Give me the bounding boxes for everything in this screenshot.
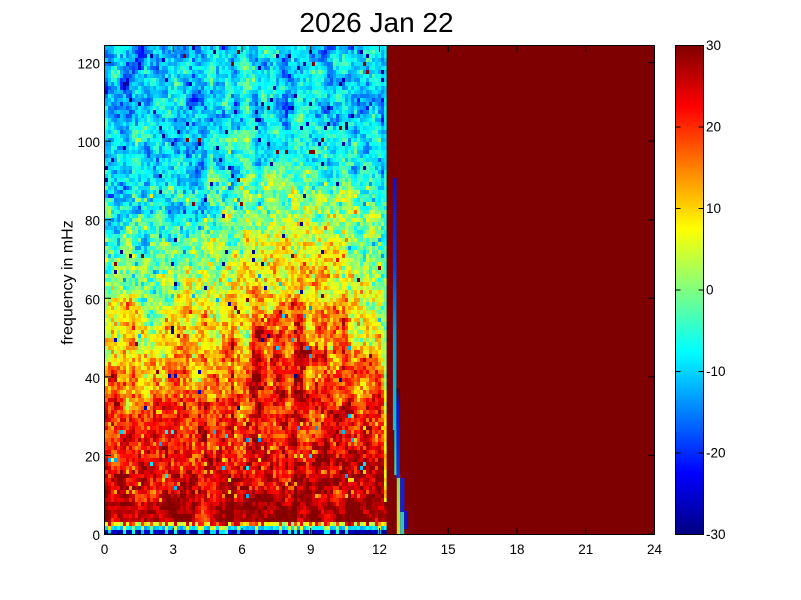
svg-text:100: 100: [77, 135, 100, 150]
svg-text:frequency in mHz: frequency in mHz: [60, 220, 77, 345]
svg-text:21: 21: [578, 542, 593, 557]
svg-text:30: 30: [706, 38, 721, 53]
svg-text:3: 3: [169, 542, 177, 557]
svg-text:6: 6: [238, 542, 246, 557]
svg-text:24: 24: [647, 542, 663, 557]
svg-text:12: 12: [372, 542, 387, 557]
svg-text:2026 Jan 22: 2026 Jan 22: [299, 7, 453, 38]
svg-text:-10: -10: [706, 364, 726, 379]
svg-text:15: 15: [441, 542, 456, 557]
svg-text:20: 20: [706, 120, 721, 135]
svg-text:9: 9: [307, 542, 315, 557]
svg-text:-30: -30: [706, 527, 726, 542]
svg-text:80: 80: [85, 214, 100, 229]
svg-text:40: 40: [85, 371, 100, 386]
svg-text:0: 0: [101, 542, 109, 557]
svg-text:18: 18: [509, 542, 524, 557]
svg-text:0: 0: [706, 283, 714, 298]
svg-text:0: 0: [92, 528, 100, 543]
svg-text:60: 60: [85, 292, 100, 307]
svg-text:20: 20: [85, 449, 100, 464]
svg-text:120: 120: [77, 57, 100, 72]
svg-text:-20: -20: [706, 446, 726, 461]
svg-text:10: 10: [706, 201, 721, 216]
